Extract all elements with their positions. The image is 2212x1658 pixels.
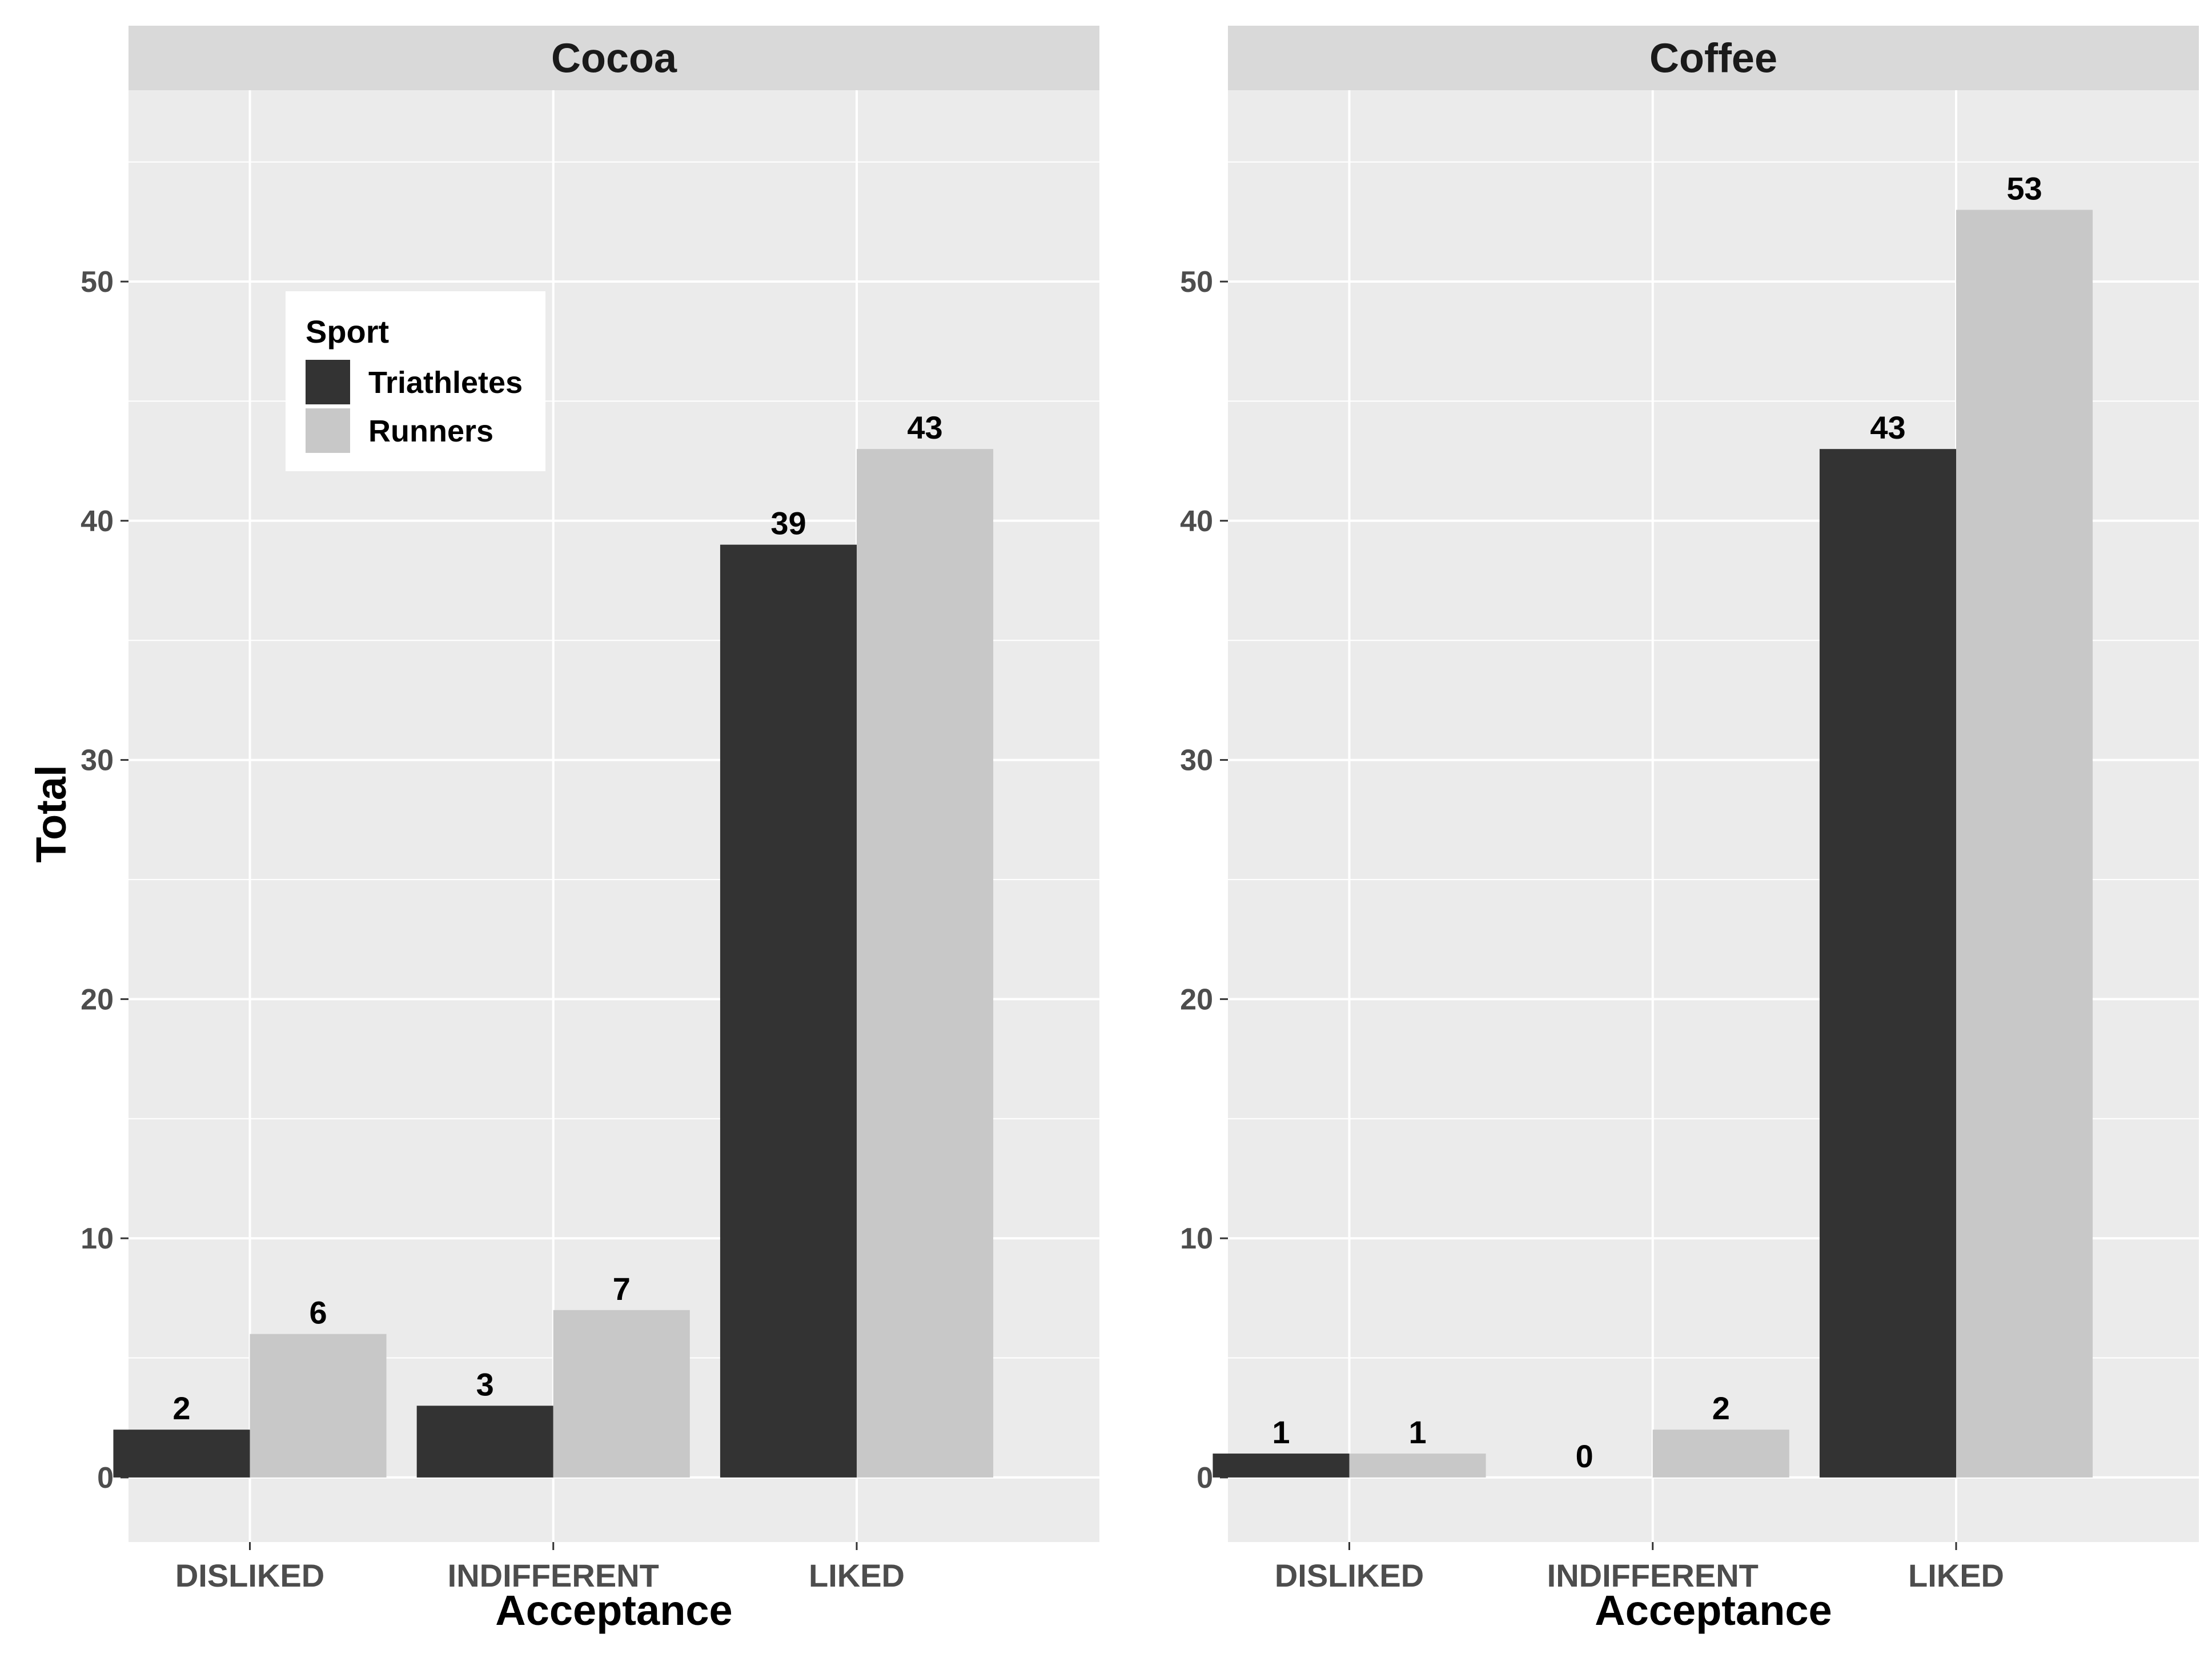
bar-cocoa-liked-runners (857, 449, 994, 1478)
legend-label-triathletes: Triathletes (368, 366, 523, 400)
bar-value-label: 2 (172, 1390, 190, 1426)
bar-coffee-disliked-runners (1349, 1454, 1486, 1478)
bar-value-label: 0 (1576, 1438, 1593, 1474)
bar-value-label: 1 (1408, 1414, 1426, 1450)
bar-coffee-liked-runners (1956, 210, 2093, 1478)
bar-coffee-indifferent-runners (1652, 1430, 1789, 1478)
legend-key-runners (306, 408, 350, 453)
y-tick-label: 30 (81, 744, 114, 777)
bar-cocoa-liked-triathletes (720, 544, 857, 1478)
bar-value-label: 43 (1870, 410, 1905, 445)
legend: Sport Triathletes Runners (286, 291, 545, 471)
x-axis-title: Acceptance (1595, 1587, 1832, 1634)
y-tick-label: 20 (81, 983, 114, 1016)
facet-strip (1228, 26, 2199, 90)
y-tick-label: 20 (1180, 983, 1213, 1016)
facet-title: Cocoa (551, 36, 677, 82)
bar-value-label: 53 (2006, 170, 2042, 206)
y-tick-label: 30 (1180, 744, 1213, 777)
x-axis-title: Acceptance (495, 1587, 732, 1634)
y-tick-label: 40 (81, 505, 114, 538)
bar-value-label: 39 (770, 505, 806, 541)
bar-value-label: 43 (907, 410, 942, 445)
legend-label-runners: Runners (368, 414, 493, 448)
bar-value-label: 1 (1272, 1414, 1290, 1450)
bar-value-label: 6 (309, 1295, 327, 1331)
x-category-label: LIKED (1908, 1557, 2004, 1593)
legend-title: Sport (306, 314, 389, 350)
y-tick-label: 40 (1180, 505, 1213, 538)
bar-value-label: 3 (476, 1366, 494, 1402)
y-tick-label: 50 (81, 266, 114, 299)
y-tick-label: 50 (1180, 266, 1213, 299)
x-category-label: DISLIKED (175, 1557, 324, 1593)
facet-strip (129, 26, 1099, 90)
bar-cocoa-indifferent-triathletes (416, 1406, 553, 1478)
bar-cocoa-disliked-triathletes (113, 1430, 250, 1478)
y-axis-title: Total (27, 765, 75, 862)
bar-value-label: 2 (1712, 1390, 1730, 1426)
x-category-label: INDIFFERENT (448, 1557, 659, 1593)
x-category-label: LIKED (809, 1557, 905, 1593)
y-tick-label: 10 (81, 1222, 114, 1255)
y-tick-label: 0 (1197, 1462, 1213, 1495)
panel-cocoa: Cocoa 0 10 20 30 40 50 2 6 3 7 39 43 DISLIKED INDIFFER… (81, 26, 1099, 1634)
facet-title: Coffee (1649, 36, 1777, 82)
legend-key-triathletes (306, 360, 350, 404)
bar-coffee-disliked-triathletes (1213, 1454, 1350, 1478)
x-category-label: DISLIKED (1275, 1557, 1424, 1593)
bar-value-label: 7 (613, 1271, 631, 1307)
bar-cocoa-disliked-runners (250, 1334, 387, 1478)
x-category-label: INDIFFERENT (1547, 1557, 1759, 1593)
bar-coffee-liked-triathletes (1819, 449, 1956, 1478)
bar-cocoa-indifferent-runners (553, 1310, 690, 1478)
y-tick-label: 0 (97, 1462, 114, 1495)
y-tick-label: 10 (1180, 1222, 1213, 1255)
